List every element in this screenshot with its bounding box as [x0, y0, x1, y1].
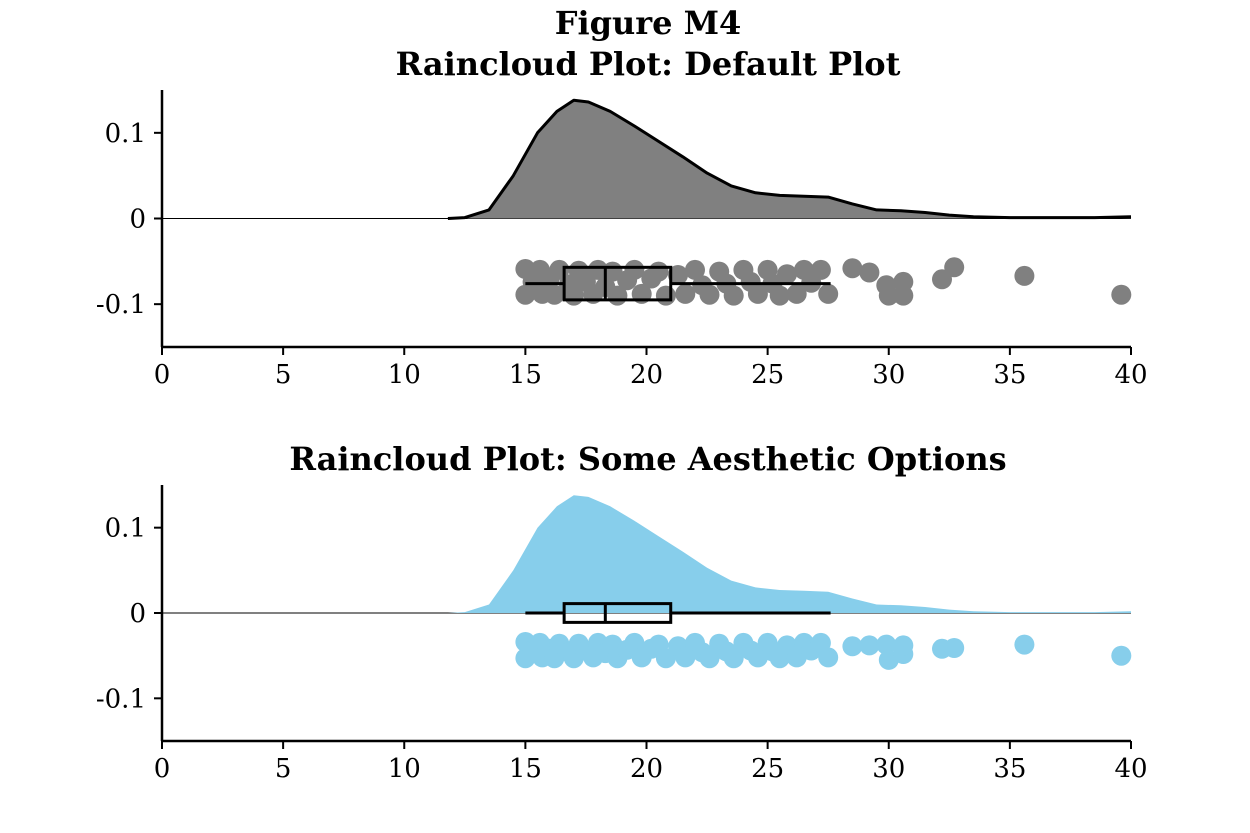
rain-point — [1111, 645, 1132, 666]
y-tick-label: 0 — [129, 205, 146, 235]
box-iqr — [562, 265, 673, 302]
rain-point — [859, 262, 880, 283]
rain-point — [786, 283, 807, 304]
x-tick-label: 40 — [1114, 360, 1147, 390]
rain-point — [818, 283, 839, 304]
rain-point — [818, 647, 839, 668]
panel-aesthetic-options: 0 5 10 15 20 25 30 35 40 0.1 0 -0.1 — [96, 485, 1148, 784]
rain-points — [515, 632, 1132, 670]
rain-point — [699, 648, 720, 669]
rain-point — [624, 259, 645, 280]
rain-point — [544, 284, 565, 305]
x-tick-label: 5 — [275, 360, 292, 390]
x-tick-label: 20 — [630, 754, 663, 784]
x-tick-label: 35 — [993, 360, 1026, 390]
panel-2-title: Raincloud Plot: Some Aesthetic Options — [289, 440, 1006, 478]
x-tick-label: 25 — [751, 754, 784, 784]
x-tick-label: 0 — [154, 360, 171, 390]
rain-point — [893, 635, 914, 656]
rain-point — [588, 259, 608, 280]
box-iqr — [562, 602, 673, 624]
density-cloud — [447, 100, 1131, 219]
rain-point — [777, 264, 797, 285]
x-tick-label: 15 — [509, 754, 542, 784]
rain-point — [810, 259, 831, 280]
x-tick-label: 25 — [751, 360, 784, 390]
x-tick-label: 30 — [872, 754, 905, 784]
x-tick-label: 10 — [388, 360, 421, 390]
rain-point — [842, 636, 863, 657]
y-tick-label: 0 — [129, 599, 146, 629]
rain-point — [859, 635, 880, 656]
rain-point — [1014, 634, 1035, 655]
x-tick-label: 5 — [275, 754, 292, 784]
rain-point — [648, 261, 669, 282]
rain-point — [878, 285, 899, 306]
rain-point — [723, 285, 744, 306]
rain-point — [655, 285, 676, 306]
rain-point — [699, 284, 720, 305]
rain-point — [668, 265, 688, 285]
rain-point — [1014, 265, 1035, 286]
rain-point — [723, 648, 744, 669]
rain-point — [685, 259, 705, 280]
x-tick-label: 15 — [509, 360, 542, 390]
y-tick-label: -0.1 — [96, 684, 146, 714]
x-tick-label: 10 — [388, 754, 421, 784]
rain-point — [675, 647, 696, 668]
y-tick-label: 0.1 — [105, 119, 146, 149]
rain-point — [893, 271, 914, 292]
density-outline — [447, 98, 1132, 220]
panel-1-title: Raincloud Plot: Default Plot — [396, 45, 901, 83]
x-tick-label: 20 — [630, 360, 663, 390]
rain-point — [769, 285, 790, 306]
x-tick-label: 40 — [1114, 754, 1147, 784]
panel-default-plot: 0 5 10 15 20 25 30 35 40 0.1 0 -0.1 — [96, 90, 1148, 390]
y-tick-label: 0.1 — [105, 514, 146, 544]
rain-points — [515, 257, 1132, 306]
x-tick-label: 0 — [154, 754, 171, 784]
density-cloud — [447, 495, 1131, 613]
rain-point — [1111, 284, 1132, 305]
y-tick-label: -0.1 — [96, 290, 146, 320]
rain-point — [842, 258, 863, 279]
rain-point — [747, 283, 768, 304]
rain-point — [893, 285, 914, 306]
rain-point — [944, 638, 965, 658]
x-tick-label: 30 — [872, 360, 905, 390]
rain-point — [932, 269, 952, 290]
rain-point — [944, 257, 965, 278]
x-tick-label: 35 — [993, 754, 1026, 784]
figure-title: Figure M4 — [555, 4, 742, 42]
rain-point — [675, 283, 696, 304]
rain-point — [876, 634, 897, 655]
